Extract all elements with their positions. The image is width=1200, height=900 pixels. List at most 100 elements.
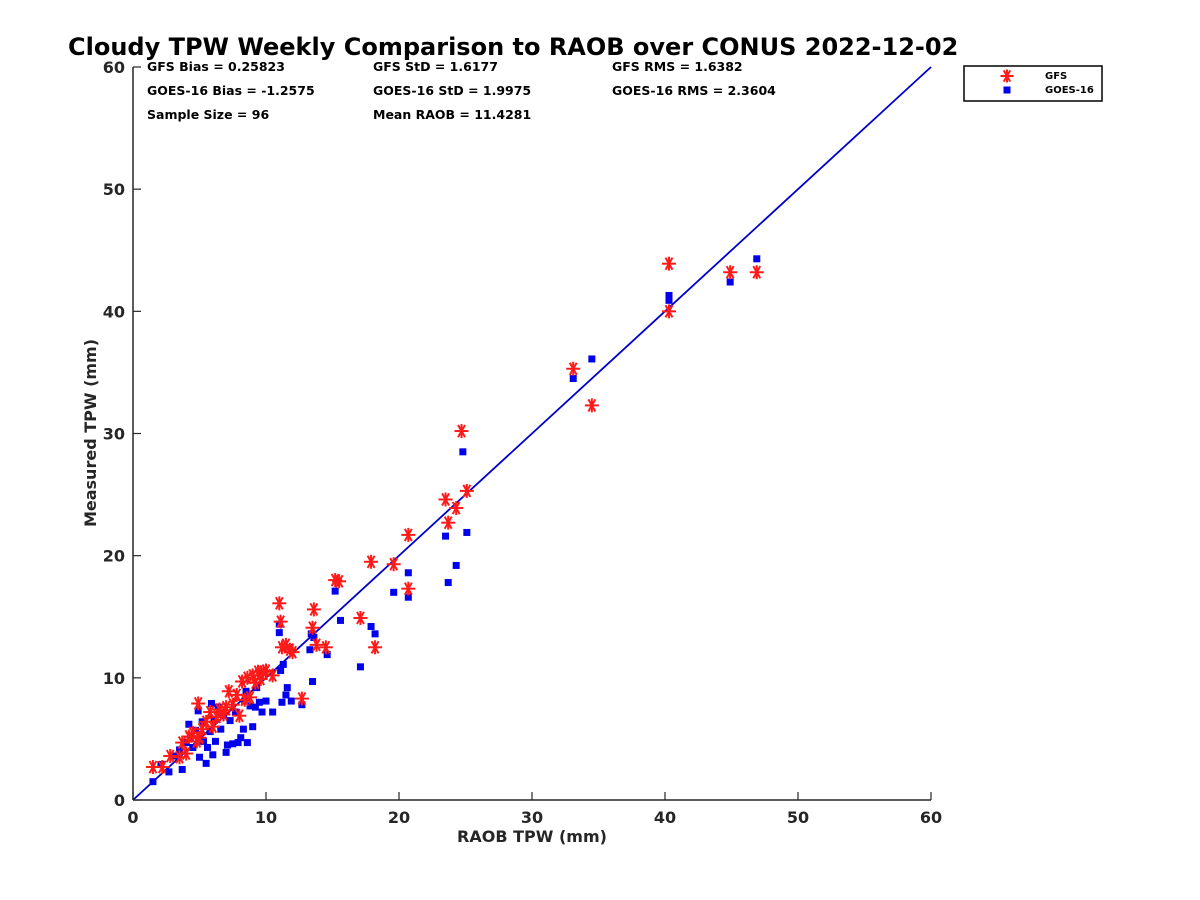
legend-box [963,65,1103,102]
goes-16-point [444,579,452,587]
goes-16-point [278,698,286,706]
gfs-point [441,515,456,530]
goes-16-point [390,588,398,596]
gfs-point [272,596,287,611]
gfs-point [386,557,401,572]
goes-16-point [277,667,285,675]
gfs-point [232,708,247,723]
legend-gfs-label: GFS [1045,71,1067,82]
goes-16-point [269,708,277,716]
goes-16-point [185,720,193,728]
goes-16-point [176,746,184,754]
goes-16-point [149,778,157,786]
gfs-point [438,492,453,507]
stat-label: GFS StD = 1.6177 [373,59,498,74]
x-tick-label: 20 [388,808,410,827]
goes-16-point [243,739,251,747]
goes-16-point [210,715,218,723]
gfs-point [454,424,469,439]
gfs-point [306,602,321,617]
gfs-point [353,610,368,625]
gfs-point [661,256,676,271]
x-tick-label: 30 [521,808,543,827]
goes-16-point [367,623,375,631]
goes-16-point [282,691,290,699]
gfs-point [584,398,599,413]
gfs-point [265,668,280,683]
gfs-point [332,574,347,589]
goes-16-point [258,708,266,716]
goes-16-point [192,726,200,734]
gfs-point [723,265,738,280]
y-tick-label: 40 [103,302,125,321]
goes-16-point [223,741,231,749]
gfs-point [163,749,178,764]
goes-16-point [665,296,673,304]
goes-16-point [307,630,315,638]
goes-16-point [202,759,210,767]
goes-16-point [336,616,344,624]
stat-label: Mean RAOB = 11.4281 [373,107,531,122]
stat-label: GOES-16 StD = 1.9975 [373,83,531,98]
stats-block: GFS Bias = 0.25823 GFS StD = 1.6177 GFS RM… [147,59,776,122]
goes-16-point [356,663,364,671]
gfs-point [459,483,474,498]
gfs-point [179,746,194,761]
chart-title: Cloudy TPW Weekly Comparison to RAOB ove… [68,33,958,61]
gfs-point [401,527,416,542]
goes-16-point [323,651,331,659]
goes-16-point [237,734,245,742]
y-tick-label: 10 [103,669,125,688]
goes-16-point [665,291,673,299]
goes-16-point [306,646,314,654]
legend-goes-16-label: GOES-16 [1045,85,1094,96]
x-tick-label: 40 [654,808,676,827]
goes-16-point [189,743,197,751]
goes-16-point [165,768,173,776]
x-tick-label: 60 [920,808,942,827]
goes-16-point [404,593,412,601]
goes-16-point [283,684,291,692]
y-tick-label: 60 [103,58,125,77]
goes-16-point [222,748,230,756]
gfs-point [368,640,383,655]
goes-16-point [211,737,219,745]
y-tick-label: 50 [103,180,125,199]
gfs-point [155,760,170,775]
goes-16-point [242,687,250,695]
gfs-point [175,735,190,750]
stat-label: GFS RMS = 1.6382 [612,59,743,74]
axes: 0 10 20 30 40 50 60 0 10 20 30 40 50 60 [103,58,942,827]
y-tick-label: 20 [103,547,125,566]
one-to-one-line [132,66,932,801]
goes-16-point [463,528,471,536]
goes-16-point [569,375,577,383]
legend-gfs-marker [1000,69,1014,83]
x-tick-label: 50 [787,808,809,827]
goes-16-point [217,725,225,733]
gfs-point [191,696,206,711]
gfs-point [566,361,581,376]
goes-16-point [207,699,215,707]
goes-16-point [275,629,283,637]
y-axis-label: Measured TPW (mm) [81,339,100,527]
gfs-point [364,554,379,569]
goes-16-point [442,532,450,540]
gfs-point [749,265,764,280]
goes-16-point [196,753,203,761]
goes-16-point [310,634,318,642]
x-tick-label: 10 [255,808,277,827]
plot-area [132,66,932,801]
goes-16-point [279,660,287,668]
goes-16-point [459,448,467,456]
goes-16-point [753,255,761,263]
x-axis-label: RAOB TPW (mm) [457,827,607,846]
goes-16-point [255,698,263,706]
goes-16-point [404,569,412,577]
gfs-point [309,637,324,652]
gfs-point [285,645,300,660]
gfs-point [401,581,416,596]
legend-goes-16-marker [1003,86,1011,94]
goes-16-point [371,630,379,638]
